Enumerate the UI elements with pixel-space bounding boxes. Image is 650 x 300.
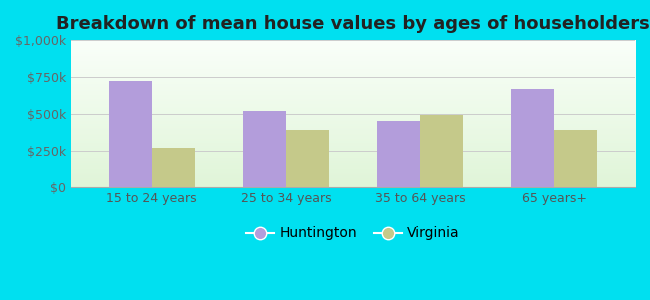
Bar	[286, 130, 329, 188]
Bar	[243, 111, 286, 188]
Bar	[109, 81, 151, 188]
Bar	[512, 89, 554, 188]
Bar	[554, 130, 597, 188]
Legend: Huntington, Virginia: Huntington, Virginia	[240, 221, 465, 246]
Bar	[420, 115, 463, 188]
Title: Breakdown of mean house values by ages of householders: Breakdown of mean house values by ages o…	[56, 15, 650, 33]
Bar	[377, 121, 420, 188]
Bar	[151, 148, 194, 188]
